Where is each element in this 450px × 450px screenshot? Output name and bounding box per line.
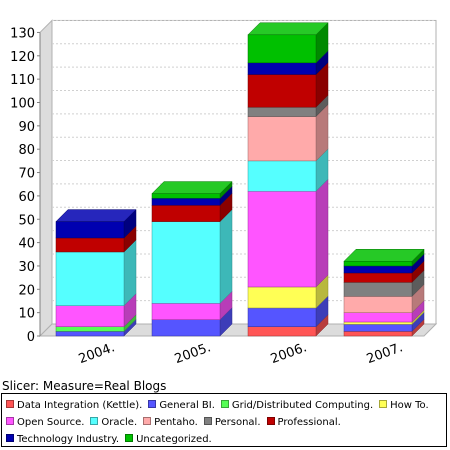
- legend-swatch: [143, 417, 152, 425]
- legend-item: How To.: [379, 397, 429, 414]
- bar-segment-side: [219, 208, 233, 304]
- bar-segment: [343, 272, 413, 283]
- legend-swatch: [90, 417, 99, 425]
- bar-segment: [343, 331, 413, 337]
- y-tick-label: 50: [18, 213, 35, 228]
- bar-segment: [247, 286, 317, 309]
- legend-item: Personal.: [203, 414, 261, 431]
- bar-segment: [247, 116, 317, 162]
- bar-segment: [247, 160, 317, 192]
- bar-segment: [247, 307, 317, 327]
- legend-swatch: [6, 434, 14, 442]
- legend-label: Technology Industry.: [17, 434, 120, 445]
- legend-item: Open Source.: [6, 414, 84, 431]
- legend-item: General BI.: [148, 397, 215, 414]
- legend-label: Personal.: [214, 417, 261, 428]
- bar-segment: [343, 282, 413, 297]
- legend-swatch: [203, 417, 212, 425]
- slicer-label: Slicer: Measure=Real Blogs: [2, 379, 167, 393]
- x-tick-label: 2004.: [77, 340, 117, 367]
- stacked-bar-chart: 0 10 20 30 40 50 60 70 80 90 100 110 120 130 2004. 2005…: [10, 19, 438, 367]
- bar-segment: [151, 193, 221, 199]
- bar-top: [343, 249, 425, 262]
- bar-segment: [151, 197, 221, 206]
- bar-segment: [247, 74, 317, 108]
- legend-label: Data Integration (Kettle).: [17, 400, 143, 411]
- legend-label: Uncategorized.: [136, 434, 212, 445]
- bar-segment: [343, 312, 413, 323]
- bar-segment: [151, 221, 221, 304]
- y-tick-label: 60: [18, 190, 35, 205]
- legend-label: How To.: [390, 400, 429, 411]
- bar-segment: [247, 190, 317, 288]
- bar-segment: [343, 261, 413, 267]
- bar-segment: [55, 251, 125, 306]
- left-wall: [39, 19, 53, 338]
- y-tick-label: 10: [18, 307, 35, 322]
- legend-label: Grid/Distributed Computing.: [231, 400, 374, 411]
- legend-label: General BI.: [159, 400, 215, 411]
- bar-segment: [55, 237, 125, 253]
- legend-item: Professional.: [266, 414, 341, 431]
- bar-segment: [247, 34, 317, 64]
- bar-segment: [247, 326, 317, 337]
- y-tick-label: 90: [18, 120, 35, 135]
- bar-segment: [343, 296, 413, 313]
- y-tick-label: 70: [18, 167, 35, 182]
- bar-segment: [55, 305, 125, 327]
- legend: Data Integration (Kettle). General BI. Gri…: [1, 393, 447, 447]
- y-tick-label: 40: [18, 237, 35, 252]
- bar-segment: [55, 331, 125, 337]
- legend-item: Uncategorized.: [125, 431, 212, 448]
- legend-swatch: [148, 400, 157, 408]
- y-tick-label: 130: [10, 26, 35, 41]
- legend-swatch: [6, 417, 14, 425]
- bar-segment: [247, 62, 317, 75]
- legend-label: Oracle.: [101, 417, 138, 428]
- legend-swatch: [125, 434, 134, 442]
- legend-item: Pentaho.: [143, 414, 198, 431]
- y-tick-label: 20: [18, 283, 35, 298]
- bar-segment-side: [315, 178, 329, 288]
- x-tick-label: 2007.: [365, 340, 405, 367]
- x-tick-label: 2005.: [173, 340, 213, 367]
- legend-swatch: [379, 400, 388, 408]
- bar-top: [151, 181, 233, 194]
- x-tick-label: 2006.: [269, 340, 309, 367]
- bar-segment: [343, 265, 413, 274]
- bar-segment: [151, 303, 221, 320]
- y-tick-label: 110: [10, 73, 35, 88]
- y-tick-label: 120: [10, 50, 35, 65]
- bar-top: [247, 22, 329, 36]
- bar-top: [55, 209, 137, 222]
- legend-item: Grid/Distributed Computing.: [220, 397, 374, 414]
- y-tick-label: 30: [18, 260, 35, 275]
- legend-label: Open Source.: [17, 417, 85, 428]
- y-tick-label: 100: [10, 97, 35, 112]
- y-tick-label: 0: [27, 330, 35, 345]
- bar-segment: [151, 319, 221, 337]
- legend-swatch: [220, 400, 229, 408]
- legend-swatch: [6, 400, 14, 408]
- y-tick-label: 80: [18, 143, 35, 158]
- bar-segment: [343, 321, 413, 325]
- bar-segment: [343, 324, 413, 332]
- legend-swatch: [266, 417, 275, 425]
- legend-item: Oracle.: [90, 414, 137, 431]
- bar-segment: [55, 326, 125, 332]
- legend-label: Professional.: [277, 417, 341, 428]
- legend-label: Pentaho.: [154, 417, 198, 428]
- bar-segment: [151, 204, 221, 222]
- bar-segment: [247, 106, 317, 117]
- legend-item: Technology Industry.: [6, 431, 119, 448]
- legend-item: Data Integration (Kettle).: [6, 397, 142, 414]
- bar-segment: [55, 221, 125, 239]
